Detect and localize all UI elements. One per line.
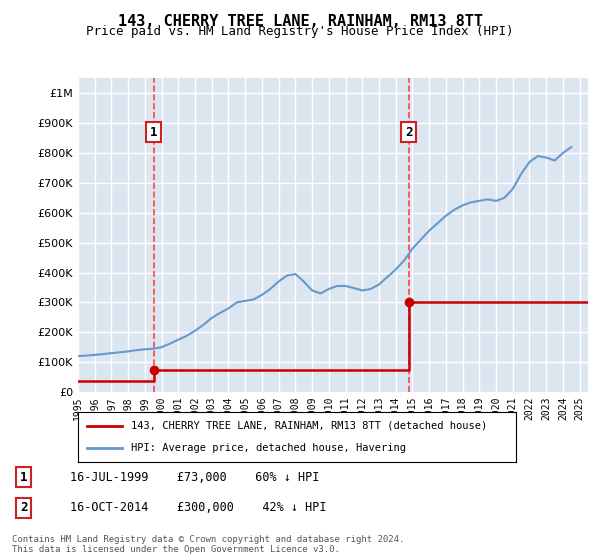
Text: 1: 1 xyxy=(150,125,158,139)
Text: HPI: Average price, detached house, Havering: HPI: Average price, detached house, Have… xyxy=(131,443,406,453)
Text: 1: 1 xyxy=(20,470,27,484)
Text: Price paid vs. HM Land Registry's House Price Index (HPI): Price paid vs. HM Land Registry's House … xyxy=(86,25,514,38)
Text: 2: 2 xyxy=(20,501,27,515)
Text: Contains HM Land Registry data © Crown copyright and database right 2024.
This d: Contains HM Land Registry data © Crown c… xyxy=(12,535,404,554)
Text: 143, CHERRY TREE LANE, RAINHAM, RM13 8TT (detached house): 143, CHERRY TREE LANE, RAINHAM, RM13 8TT… xyxy=(131,421,487,431)
Text: 2: 2 xyxy=(405,125,413,139)
Text: 16-OCT-2014    £300,000    42% ↓ HPI: 16-OCT-2014 £300,000 42% ↓ HPI xyxy=(70,501,326,515)
Text: 143, CHERRY TREE LANE, RAINHAM, RM13 8TT: 143, CHERRY TREE LANE, RAINHAM, RM13 8TT xyxy=(118,14,482,29)
Text: 16-JUL-1999    £73,000    60% ↓ HPI: 16-JUL-1999 £73,000 60% ↓ HPI xyxy=(70,470,319,484)
